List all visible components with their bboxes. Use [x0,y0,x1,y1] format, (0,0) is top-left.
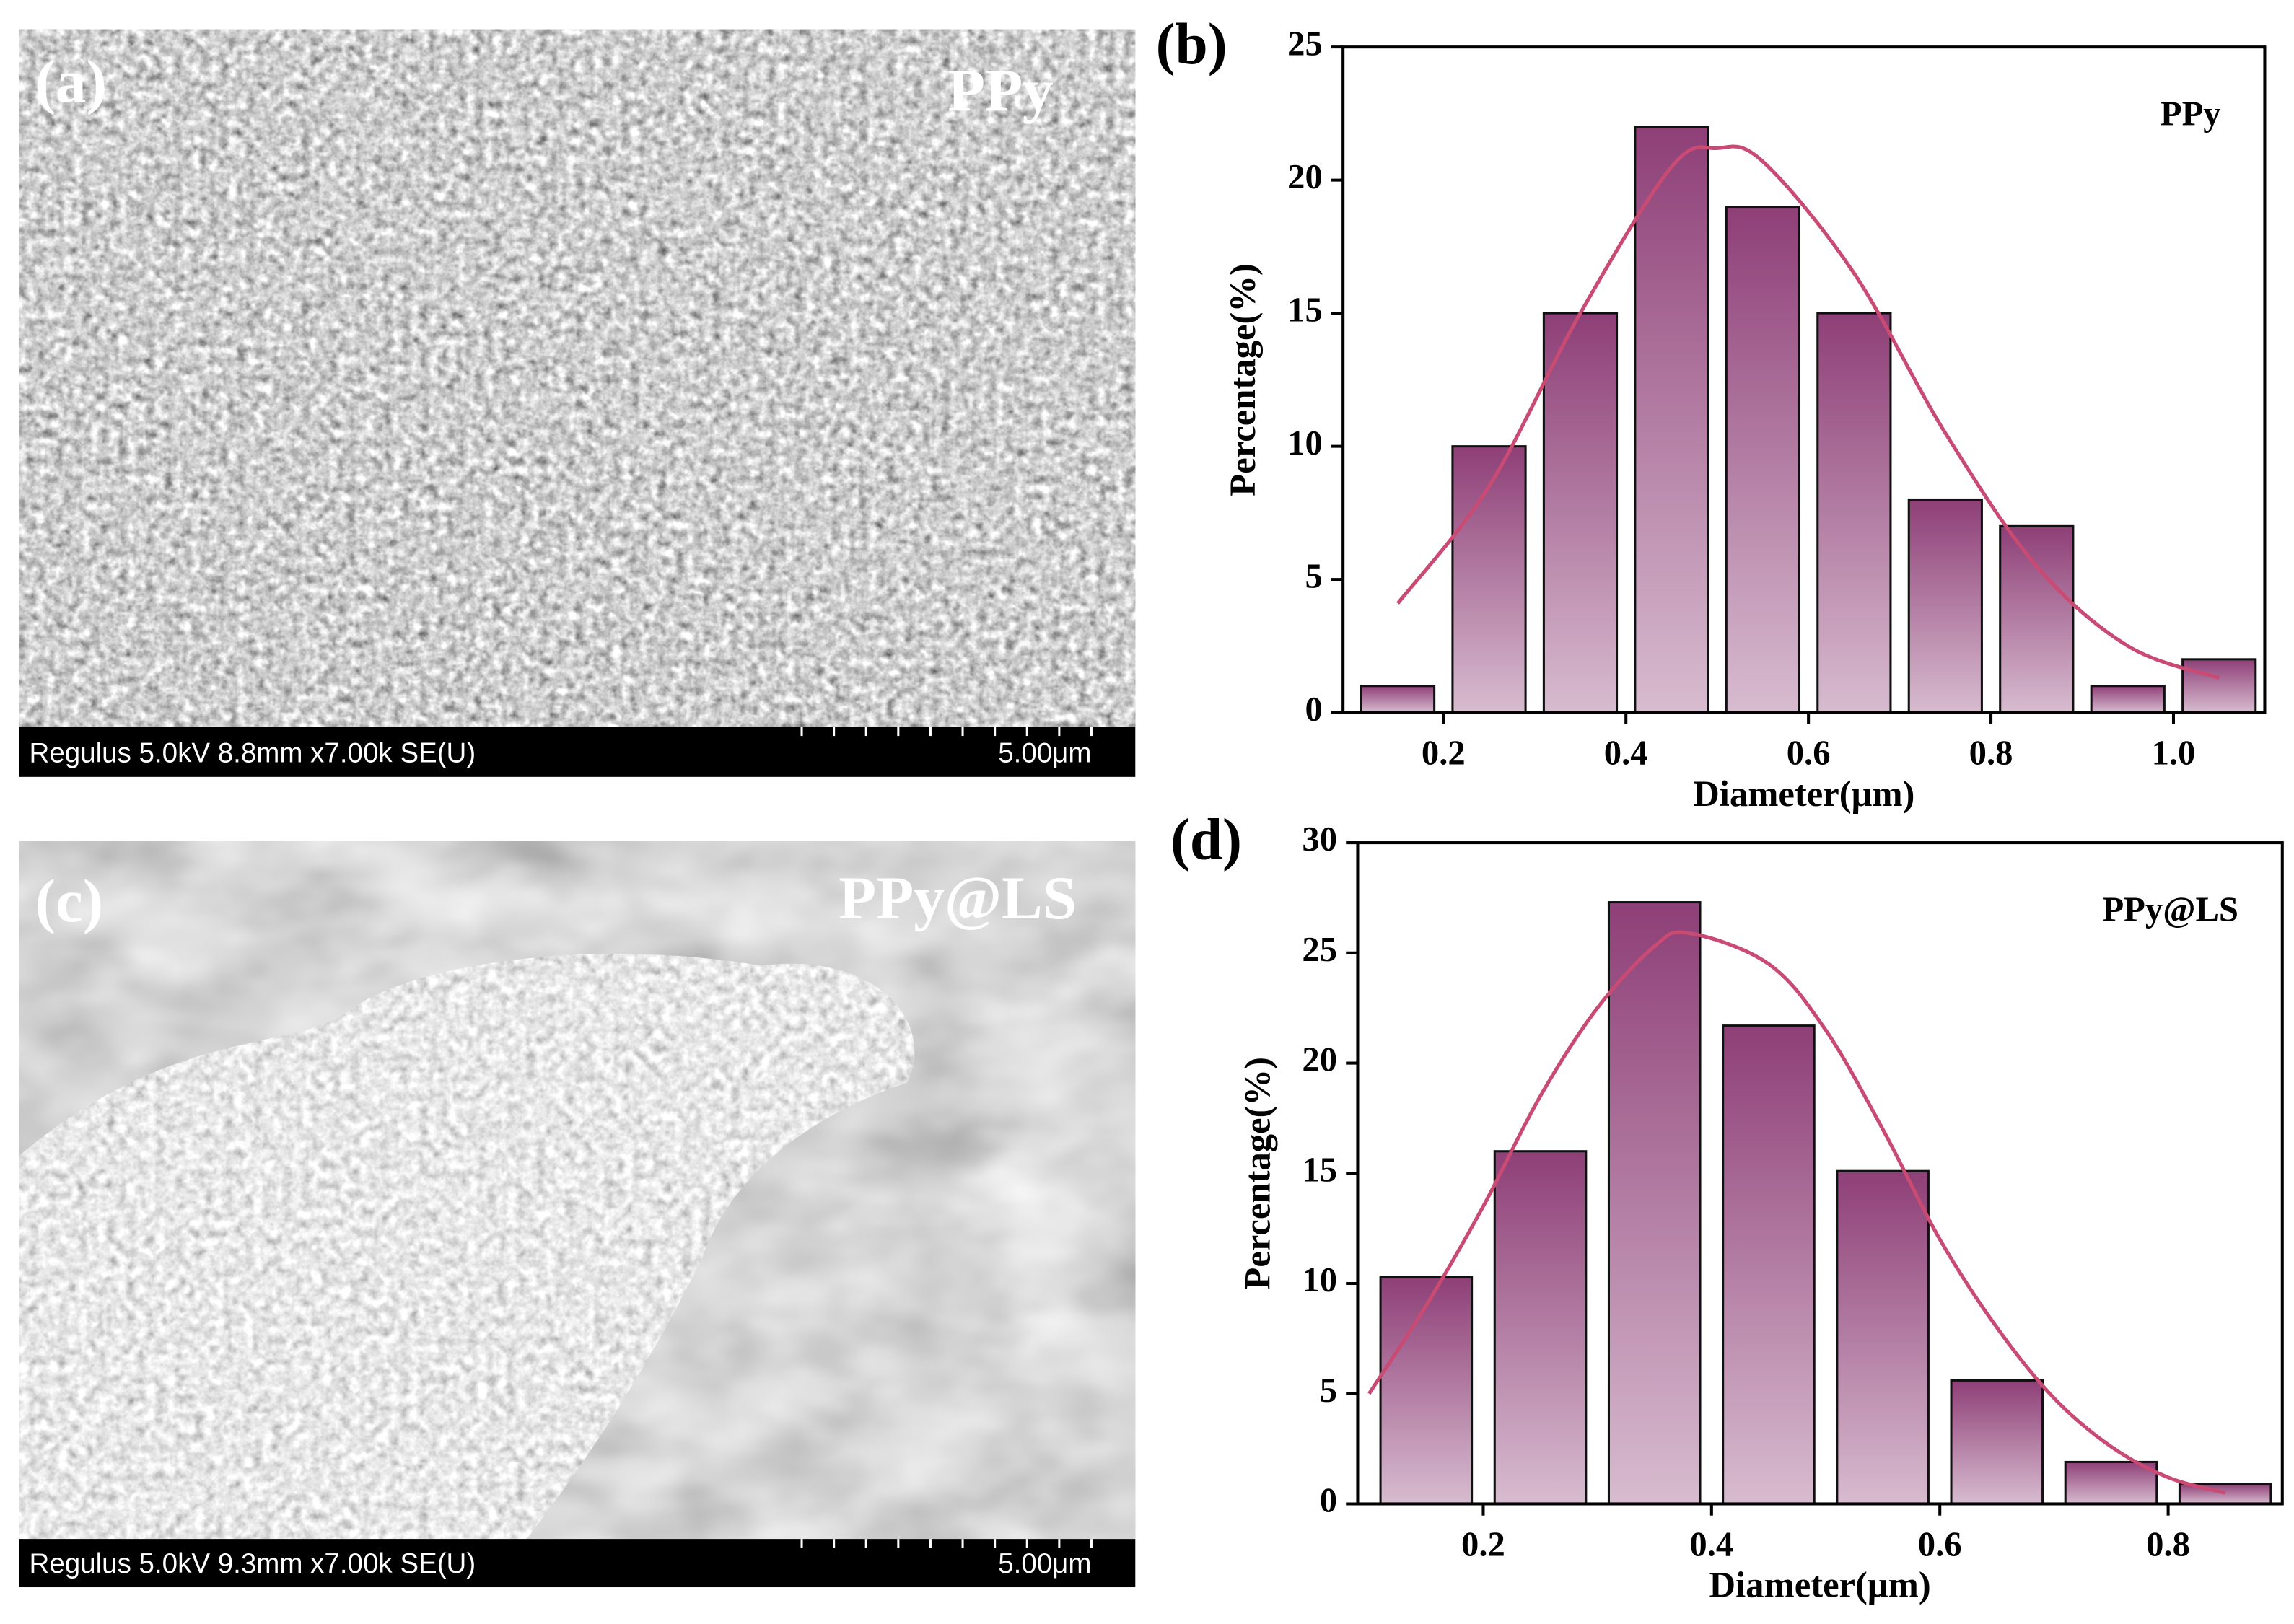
scale-ticks [800,1539,1093,1548]
bar [1451,445,1527,714]
bar [1542,312,1619,714]
x-tick-label: 0.4 [1689,1524,1733,1563]
bar [2090,685,2166,714]
y-tick-label: 5 [1320,1371,1337,1410]
sample-label: PPy [947,57,1054,125]
bar [1725,206,1801,714]
x-tick-label: 0.2 [1422,734,1466,773]
x-tick-label: 0.4 [1604,734,1648,773]
y-tick-label: 0 [1305,690,1322,729]
bar [1950,1379,2044,1505]
y-tick-label: 15 [1302,1150,1337,1189]
x-tick-label: 0.6 [1787,734,1831,773]
panel-label: (d) [1170,807,1242,872]
y-tick-label: 25 [1287,24,1323,63]
bar [1722,1024,1816,1505]
x-tick-label: 1.0 [2152,734,2196,773]
panel-label: (a) [35,48,107,115]
y-tick-label: 15 [1287,290,1323,329]
x-tick-label: 0.6 [1918,1524,1962,1563]
bar [1607,901,1702,1505]
bar [2181,658,2257,714]
y-tick-label: 25 [1302,930,1337,969]
plot-frame [1341,45,2267,714]
bar [1816,312,1892,714]
annotation: PPy@LS [2102,890,2238,929]
y-tick-label: 20 [1302,1040,1337,1079]
bar [1836,1169,1930,1505]
x-tick-label: 0.2 [1461,1524,1505,1563]
bar [1907,498,1983,714]
x-axis-label: Diameter(μm) [1693,773,1914,814]
sem-info: Regulus 5.0kV 8.8mm x7.00k SE(U) [30,738,476,769]
scale-ticks [800,727,1093,737]
x-tick-label: 0.8 [2146,1524,2190,1563]
y-tick-label: 20 [1287,157,1323,196]
y-tick-label: 30 [1302,820,1337,859]
y-tick-label: 5 [1305,556,1322,595]
histogram-chart: 0 5 10 15 20 25 30 0.2 0.4 0.6 0.8 Diameter(μm) Perc… [1170,807,2284,1605]
bar [1999,524,2075,714]
info-bar [19,1539,1136,1588]
bar [1493,1150,1588,1505]
sem-texture [19,29,1136,727]
y-tick-label: 0 [1320,1481,1337,1520]
sem-image-a: (a) PPy Regulus 5.0kV 8.8mm x7.00k SE(U)… [19,29,1136,777]
sem-info: Regulus 5.0kV 9.3mm x7.00k SE(U) [30,1548,476,1579]
bar [1634,126,1709,714]
scale-text: 5.00μm [998,1548,1091,1579]
annotation: PPy [2161,95,2221,133]
x-tick-label: 0.8 [1969,734,2013,773]
y-tick-label: 10 [1287,423,1323,462]
panel-label: (c) [35,867,104,935]
info-bar [19,727,1136,777]
bar [1379,1276,1474,1505]
panel-label: (b) [1156,12,1227,76]
fit-curve [1396,144,2220,680]
bar [2064,1460,2158,1505]
sem-image-c: (c) PPy@LS Regulus 5.0kV 9.3mm x7.00k SE… [19,841,1136,1588]
y-axis-label: Percentage(%) [1237,1057,1277,1290]
histogram-chart: 0 5 10 15 20 25 0.2 0.4 0.6 0.8 1.0 Diameter(μm) Per… [1156,12,2267,814]
y-axis-label: Percentage(%) [1222,263,1263,496]
sample-label: PPy@LS [839,864,1077,932]
bar [1360,685,1436,714]
y-tick-label: 10 [1302,1260,1337,1299]
x-axis-label: Diameter(μm) [1709,1565,1930,1605]
scale-text: 5.00μm [998,738,1091,769]
fit-curve [1367,930,2226,1495]
